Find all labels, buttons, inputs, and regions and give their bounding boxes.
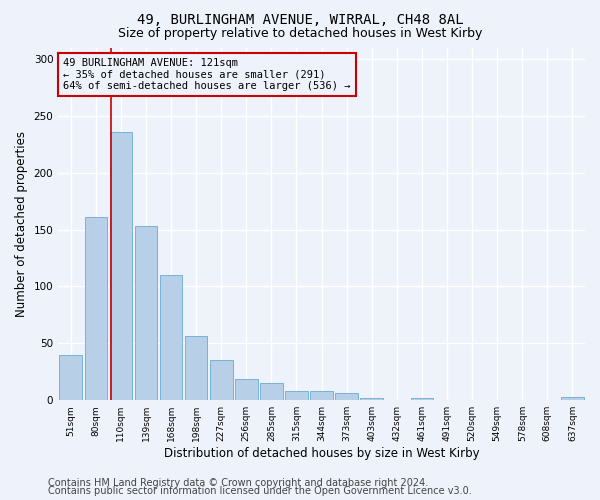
Text: Contains HM Land Registry data © Crown copyright and database right 2024.: Contains HM Land Registry data © Crown c…: [48, 478, 428, 488]
Bar: [110, 132, 132, 400]
Bar: [410, 398, 433, 400]
Bar: [310, 391, 333, 400]
Bar: [134, 226, 157, 400]
Bar: [285, 391, 308, 400]
Text: Size of property relative to detached houses in West Kirby: Size of property relative to detached ho…: [118, 28, 482, 40]
Bar: [561, 397, 584, 400]
Bar: [185, 336, 208, 400]
Bar: [210, 360, 233, 400]
Text: 49 BURLINGHAM AVENUE: 121sqm
← 35% of detached houses are smaller (291)
64% of s: 49 BURLINGHAM AVENUE: 121sqm ← 35% of de…: [64, 58, 351, 92]
Y-axis label: Number of detached properties: Number of detached properties: [15, 131, 28, 317]
Bar: [260, 383, 283, 400]
Bar: [85, 217, 107, 400]
Text: 49, BURLINGHAM AVENUE, WIRRAL, CH48 8AL: 49, BURLINGHAM AVENUE, WIRRAL, CH48 8AL: [137, 12, 463, 26]
Bar: [235, 378, 257, 400]
Bar: [361, 398, 383, 400]
Bar: [335, 394, 358, 400]
X-axis label: Distribution of detached houses by size in West Kirby: Distribution of detached houses by size …: [164, 447, 479, 460]
Text: Contains public sector information licensed under the Open Government Licence v3: Contains public sector information licen…: [48, 486, 472, 496]
Bar: [160, 275, 182, 400]
Bar: [59, 354, 82, 400]
